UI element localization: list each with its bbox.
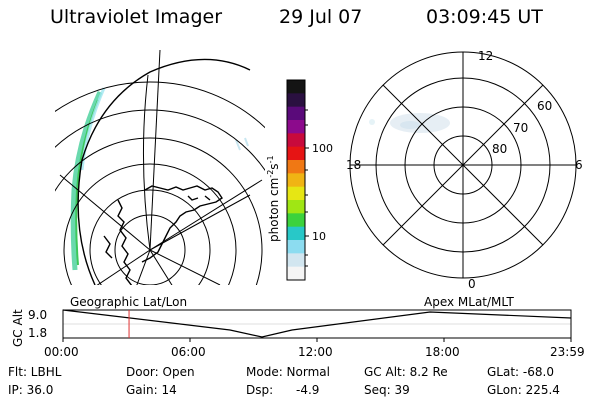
altitude-max-label: 9.0 [28,308,48,322]
svg-text:photon cm-2s-1: photon cm-2s-1 [266,155,281,242]
gain-readout: Gain: 14 [126,383,177,397]
colorbar-frame [286,79,306,281]
altitude-min-label: 1.8 [28,326,48,340]
lat-circle [89,189,211,285]
colorbar-segment [287,106,305,121]
glat-readout: GLat: -68.0 [487,365,554,379]
continent-outline [103,185,223,285]
mlt-label-18: 18 [346,158,361,172]
latitude-circles [55,81,265,285]
lat-circle [55,81,265,129]
observation-date: 29 Jul 07 [279,6,363,28]
colorbar-segment [287,200,305,214]
colorbar-segment [287,253,305,268]
colorbar-tick-10: 10 [312,230,326,243]
lon-line [149,194,251,251]
colorbar-segment [287,146,305,161]
lat-circle [55,137,263,285]
lon-line [149,249,173,285]
lon-line [96,249,151,285]
timeline-ticks [62,338,572,342]
glon-readout: GLon: 225.4 [487,383,560,397]
geographic-label: Geographic Lat/Lon [70,295,188,309]
time-tick-label: 18:00 [425,345,460,359]
lon-line [149,179,263,251]
geographic-map [55,49,265,285]
color-scale-bar [286,79,306,281]
colorbar-segment [287,186,305,201]
lon-line [149,49,161,251]
colorbar-segment [287,213,305,228]
auroral-emission-band [70,87,249,271]
colorbar-segment [287,133,305,148]
dsp-label: Dsp: [246,383,274,397]
mlt-label-12: 12 [478,49,493,63]
lat-circle [63,163,237,285]
altitude-timeline [62,309,572,342]
earth-limb [77,58,251,285]
time-tick-label: 12:00 [298,345,333,359]
gc-alt-readout: GC Alt: 8.2 Re [364,365,448,379]
colorbar-segment [287,160,305,174]
apex-label: Apex MLat/MLT [424,295,514,309]
colorbar-segment [287,240,305,254]
dsp-value: -4.9 [296,383,320,397]
mlat-label-70: 70 [513,121,528,135]
lon-line [149,249,221,285]
seq-readout: Seq: 39 [364,383,410,397]
observation-time: 03:09:45 UT [426,6,543,28]
mlat-label-60: 60 [537,99,552,113]
lon-line [142,74,151,251]
colorbar-segment [287,80,305,94]
polar-labels: 12 18 6 0 60 70 80 [346,49,583,291]
mlt-diagonal [382,84,544,246]
colorbar-segment [287,226,305,241]
lat-circle [55,109,265,172]
lon-line [59,174,151,251]
mlat-label-80: 80 [492,142,507,156]
filter-readout: Flt: LBHL [8,365,62,379]
lat-circle [114,214,186,285]
colorbar-segment [287,120,305,134]
colorbar-unit-label: photon cm-2s-1 [266,155,281,242]
polar-emission [369,113,450,133]
door-readout: Door: Open [126,365,195,379]
colorbar-segment [287,173,305,188]
svg-text:GC Alt: GC Alt [11,309,25,347]
colorbar-tick-100: 100 [312,142,333,155]
colorbar-segment [287,266,305,281]
mode-readout: Mode: Normal [246,365,330,379]
colorbar-ticks [305,109,309,267]
time-tick-label: 23:59 [550,345,585,359]
lon-line [136,249,151,285]
mlt-lines [350,52,576,278]
time-tick-label: 06:00 [171,345,206,359]
ip-readout: IP: 36.0 [8,383,54,397]
timeline-y-axis-label: GC Alt [11,309,25,347]
polar-mlt-plot: 12 18 6 0 60 70 80 [346,49,583,291]
mlt-label-0: 0 [468,277,476,291]
colorbar-segment [287,93,305,108]
mlt-label-6: 6 [575,158,583,172]
time-tick-label: 00:00 [44,345,79,359]
longitude-lines [59,49,263,285]
altitude-curve [62,309,572,338]
instrument-title: Ultraviolet Imager [50,6,223,28]
